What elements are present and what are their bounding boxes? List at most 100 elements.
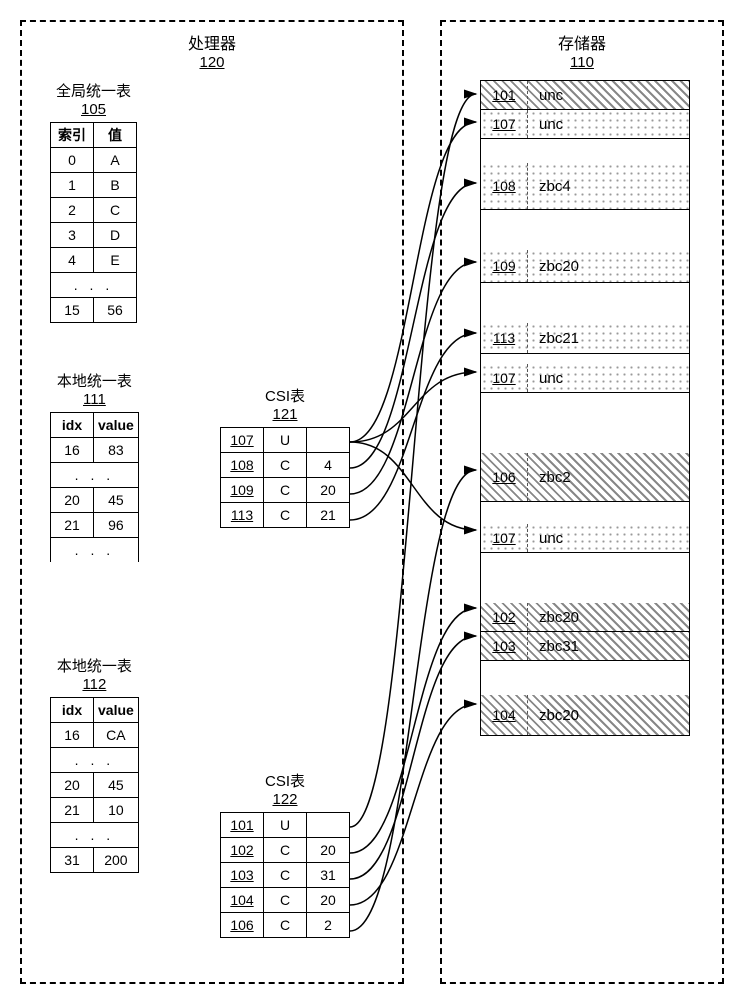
mem-block-107: 107unc <box>480 524 690 553</box>
cell: 106 <box>221 913 264 938</box>
cell: 1 <box>51 173 94 198</box>
cell: 96 <box>94 513 139 538</box>
cell: 107 <box>221 428 264 453</box>
cell: 102 <box>221 838 264 863</box>
cell: 4 <box>51 248 94 273</box>
mem-block-102: 102zbc20 <box>480 603 690 632</box>
ellipsis: . . . <box>51 463 139 488</box>
cell: 16 <box>51 723 94 748</box>
ellipsis: . . . <box>51 748 139 773</box>
cell: C <box>264 453 307 478</box>
cell: C <box>264 888 307 913</box>
local2-table: idxvalue 16CA . . . 2045 2110 . . . 3120… <box>50 697 139 873</box>
csi1-table: 107U 108C4 109C20 113C21 <box>220 427 350 528</box>
global-table-block: 全局统一表 105 索引值 0A 1B 2C 3D 4E . . . 1556 <box>50 80 137 323</box>
csi2-title: CSI表 <box>220 770 350 791</box>
cell: 113 <box>221 503 264 528</box>
cell: 31 <box>51 848 94 873</box>
cell: 56 <box>94 298 137 323</box>
mem-block-109: 109zbc20 <box>480 250 690 283</box>
cell: 45 <box>94 773 139 798</box>
cell: 101 <box>221 813 264 838</box>
ellipsis: . . . <box>51 823 139 848</box>
mem-block-103: 103zbc31 <box>480 632 690 661</box>
csi2-id: 122 <box>220 791 350 808</box>
cell: 108 <box>221 453 264 478</box>
mem-block-101: 101unc <box>480 80 690 110</box>
cell: 200 <box>94 848 139 873</box>
cell: C <box>264 503 307 528</box>
cell: 2 <box>51 198 94 223</box>
memory-id: 110 <box>442 54 722 71</box>
cell: 10 <box>94 798 139 823</box>
cell: B <box>94 173 137 198</box>
cell: 16 <box>51 438 94 463</box>
cell: 109 <box>221 478 264 503</box>
cell: 31 <box>307 863 350 888</box>
mem-block-106: 106zbc2 <box>480 453 690 502</box>
cell: 21 <box>51 798 94 823</box>
ellipsis: . . . <box>51 273 137 298</box>
col-header: value <box>94 413 139 438</box>
cell: 21 <box>307 503 350 528</box>
cell: 45 <box>94 488 139 513</box>
csi2-block: CSI表 122 101U 102C20 103C31 104C20 106C2 <box>220 770 350 938</box>
diagram-root: 处理器 120 存储器 110 全局统一表 105 索引值 0A 1B 2C 3… <box>0 0 740 1000</box>
cell: 20 <box>51 773 94 798</box>
cell: 103 <box>221 863 264 888</box>
processor-title: 处理器 <box>22 30 402 54</box>
cell: E <box>94 248 137 273</box>
processor-id: 120 <box>22 54 402 71</box>
local1-id: 111 <box>50 391 139 408</box>
csi1-block: CSI表 121 107U 108C4 109C20 113C21 <box>220 385 350 528</box>
col-header: value <box>94 698 139 723</box>
cell: 20 <box>51 488 94 513</box>
cell: 21 <box>51 513 94 538</box>
cell: 20 <box>307 888 350 913</box>
mem-block-113: 113zbc21 <box>480 323 690 354</box>
csi1-id: 121 <box>220 406 350 423</box>
mem-block-107: 107unc <box>480 364 690 393</box>
cell: 0 <box>51 148 94 173</box>
cell: D <box>94 223 137 248</box>
cell: 15 <box>51 298 94 323</box>
csi1-title: CSI表 <box>220 385 350 406</box>
memory-title: 存储器 <box>442 30 722 54</box>
ellipsis: . . . <box>51 538 139 563</box>
memory-region: 101unc107unc108zbc4109zbc20113zbc21107un… <box>480 80 690 736</box>
local2-block: 本地统一表 112 idxvalue 16CA . . . 2045 2110 … <box>50 655 139 873</box>
cell: C <box>264 838 307 863</box>
cell: 20 <box>307 478 350 503</box>
cell: 2 <box>307 913 350 938</box>
cell: U <box>264 813 307 838</box>
cell: C <box>94 198 137 223</box>
cell: C <box>264 863 307 888</box>
global-table: 索引值 0A 1B 2C 3D 4E . . . 1556 <box>50 122 137 323</box>
cell: C <box>264 913 307 938</box>
cell: C <box>264 478 307 503</box>
local1-title: 本地统一表 <box>50 370 139 391</box>
local2-id: 112 <box>50 676 139 693</box>
cell <box>307 813 350 838</box>
cell: 104 <box>221 888 264 913</box>
col-header: idx <box>51 413 94 438</box>
cell: 20 <box>307 838 350 863</box>
local1-table: idxvalue 1683 . . . 2045 2196 . . . <box>50 412 139 562</box>
cell: U <box>264 428 307 453</box>
csi2-table: 101U 102C20 103C31 104C20 106C2 <box>220 812 350 938</box>
global-table-id: 105 <box>50 101 137 118</box>
cell: 4 <box>307 453 350 478</box>
cell: 83 <box>94 438 139 463</box>
mem-block-104: 104zbc20 <box>480 695 690 736</box>
cell: A <box>94 148 137 173</box>
col-header: idx <box>51 698 94 723</box>
global-table-title: 全局统一表 <box>50 80 137 101</box>
col-header: 值 <box>94 123 137 148</box>
local1-block: 本地统一表 111 idxvalue 1683 . . . 2045 2196 … <box>50 370 139 562</box>
mem-block-108: 108zbc4 <box>480 163 690 210</box>
cell: CA <box>94 723 139 748</box>
mem-block-107: 107unc <box>480 110 690 139</box>
col-header: 索引 <box>51 123 94 148</box>
cell: 3 <box>51 223 94 248</box>
cell <box>307 428 350 453</box>
